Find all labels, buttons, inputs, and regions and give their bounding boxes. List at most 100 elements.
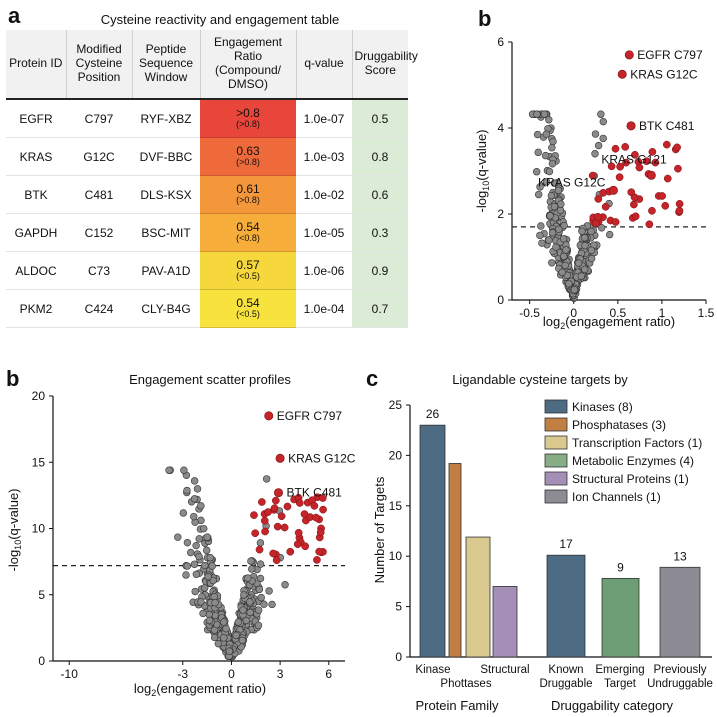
cell-q-value: 1.0e-02 [296,175,352,214]
significant-point [627,188,636,197]
data-point [180,466,188,474]
data-point [262,475,271,483]
panel-letter-a: a [8,3,21,28]
x-tick-label: 6 [325,667,332,681]
data-point [541,151,550,160]
significant-point [607,162,616,171]
data-point [191,587,199,596]
x-category-label: Structural [480,664,529,676]
significant-point [318,494,327,502]
data-point [197,502,205,510]
data-point [246,608,255,617]
significant-point [591,219,600,228]
legend-label: Kinases (8) [572,400,633,414]
significant-point [283,502,292,511]
cell-q-value: 1.0e-04 [296,289,352,328]
data-point [591,130,600,138]
data-point [195,552,203,561]
bar [546,554,586,658]
y-tick-label: 5 [395,600,402,614]
y-tick-label: 0 [395,650,402,664]
data-point [536,231,544,240]
data-point [190,495,199,503]
engagement-ratio-value: >0.8 [236,106,260,121]
x-category-label: Phottases [440,678,491,690]
x-axis-label: log2(engagement ratio) [134,681,266,698]
data-point [542,130,551,138]
table-row: GAPDH C152 BSC-MIT 0.54 (<0.8) 1.0e-05 0.3 [6,213,408,252]
significant-point [272,556,281,565]
engagement-table: Protein ID Modified Cysteine Position Pe… [6,30,418,328]
cell-protein-id: BTK [6,175,66,214]
significant-point [611,144,620,153]
data-point [211,598,219,607]
table-row: EGFR C797 RYF-XBZ >0.8 (>0.8) 1.0e-07 0.5 [6,99,408,138]
data-point [554,186,563,195]
significant-point [663,174,672,183]
bar [492,586,518,658]
data-point [182,571,190,579]
data-point [548,160,557,168]
table-title: Cysteine reactivity and engagement table [100,12,340,27]
table-row: KRAS G12C DVF-BBC 0.63 (>0.8) 1.0e-03 0.8 [6,137,408,176]
significant-point [286,547,295,556]
legend-swatch [544,489,568,504]
cell-cysteine-position: C73 [66,251,132,290]
cell-peptide-window: RYF-XBZ [132,99,200,138]
data-point [534,148,542,157]
engagement-ratio-range: (<0.8) [236,233,260,244]
cell-druggability-score: 0.9 [352,251,408,290]
significant-point [310,502,319,510]
cell-cysteine-position: C424 [66,289,132,328]
significant-point [648,148,657,156]
cell-druggability-score: 0.8 [352,137,408,176]
y-axis-label: Number of Targets [372,476,387,583]
data-point [254,606,263,614]
data-point [209,576,217,585]
bar [659,566,701,658]
bar-value-label: 17 [559,537,573,551]
data-point [542,178,551,186]
highlighted-point [608,185,618,195]
x-axis-label: log2(engagement ratio) [543,314,675,331]
significant-point [631,212,640,221]
data-point [550,179,559,187]
significant-point [293,540,302,549]
cell-engagement-ratio: 0.61 (>0.8) [200,175,296,214]
data-point [265,587,273,595]
significant-point [611,218,620,226]
header-engagement-ratio: Engagement Ratio (Compound/ DMSO) [200,30,297,99]
significant-point [673,143,681,152]
bar-value-label: 13 [673,549,687,563]
highlighted-point [275,453,285,463]
volcano-top-chart: -0.5 0 0.5 1 1.5 0 2 4 6 EGFR C797 KRAS G12C BTK C4… [474,35,715,331]
significant-point [601,202,610,211]
cell-druggability-score: 0.5 [352,99,408,138]
highlighted-point-label: KRAS G121 [601,152,667,166]
data-point [246,598,254,606]
highlighted-point-label: KRAS G12C [538,175,606,189]
data-point [570,286,579,294]
cell-druggability-score: 0.7 [352,289,408,328]
data-point [260,600,268,608]
highlighted-point-label: EGFR C797 [637,48,703,62]
cell-protein-id: EGFR [6,99,66,138]
significant-point [264,508,272,516]
volcano-bottom-title: Engagement scatter profiles [129,372,291,387]
cell-cysteine-position: G12C [66,137,132,176]
data-point [587,246,596,255]
data-point [190,560,199,568]
bar [419,424,446,658]
bar [465,536,491,658]
data-point [247,557,255,565]
legend-label: Structural Proteins (1) [572,472,689,486]
y-tick-label: 10 [389,549,403,563]
data-point [549,137,557,146]
data-point [183,538,192,547]
data-point [587,254,596,263]
engagement-ratio-value: 0.57 [236,258,260,273]
significant-point [588,171,597,180]
y-tick-label: 0 [497,293,504,307]
cell-cysteine-position: C797 [66,99,132,138]
data-point [202,546,211,555]
